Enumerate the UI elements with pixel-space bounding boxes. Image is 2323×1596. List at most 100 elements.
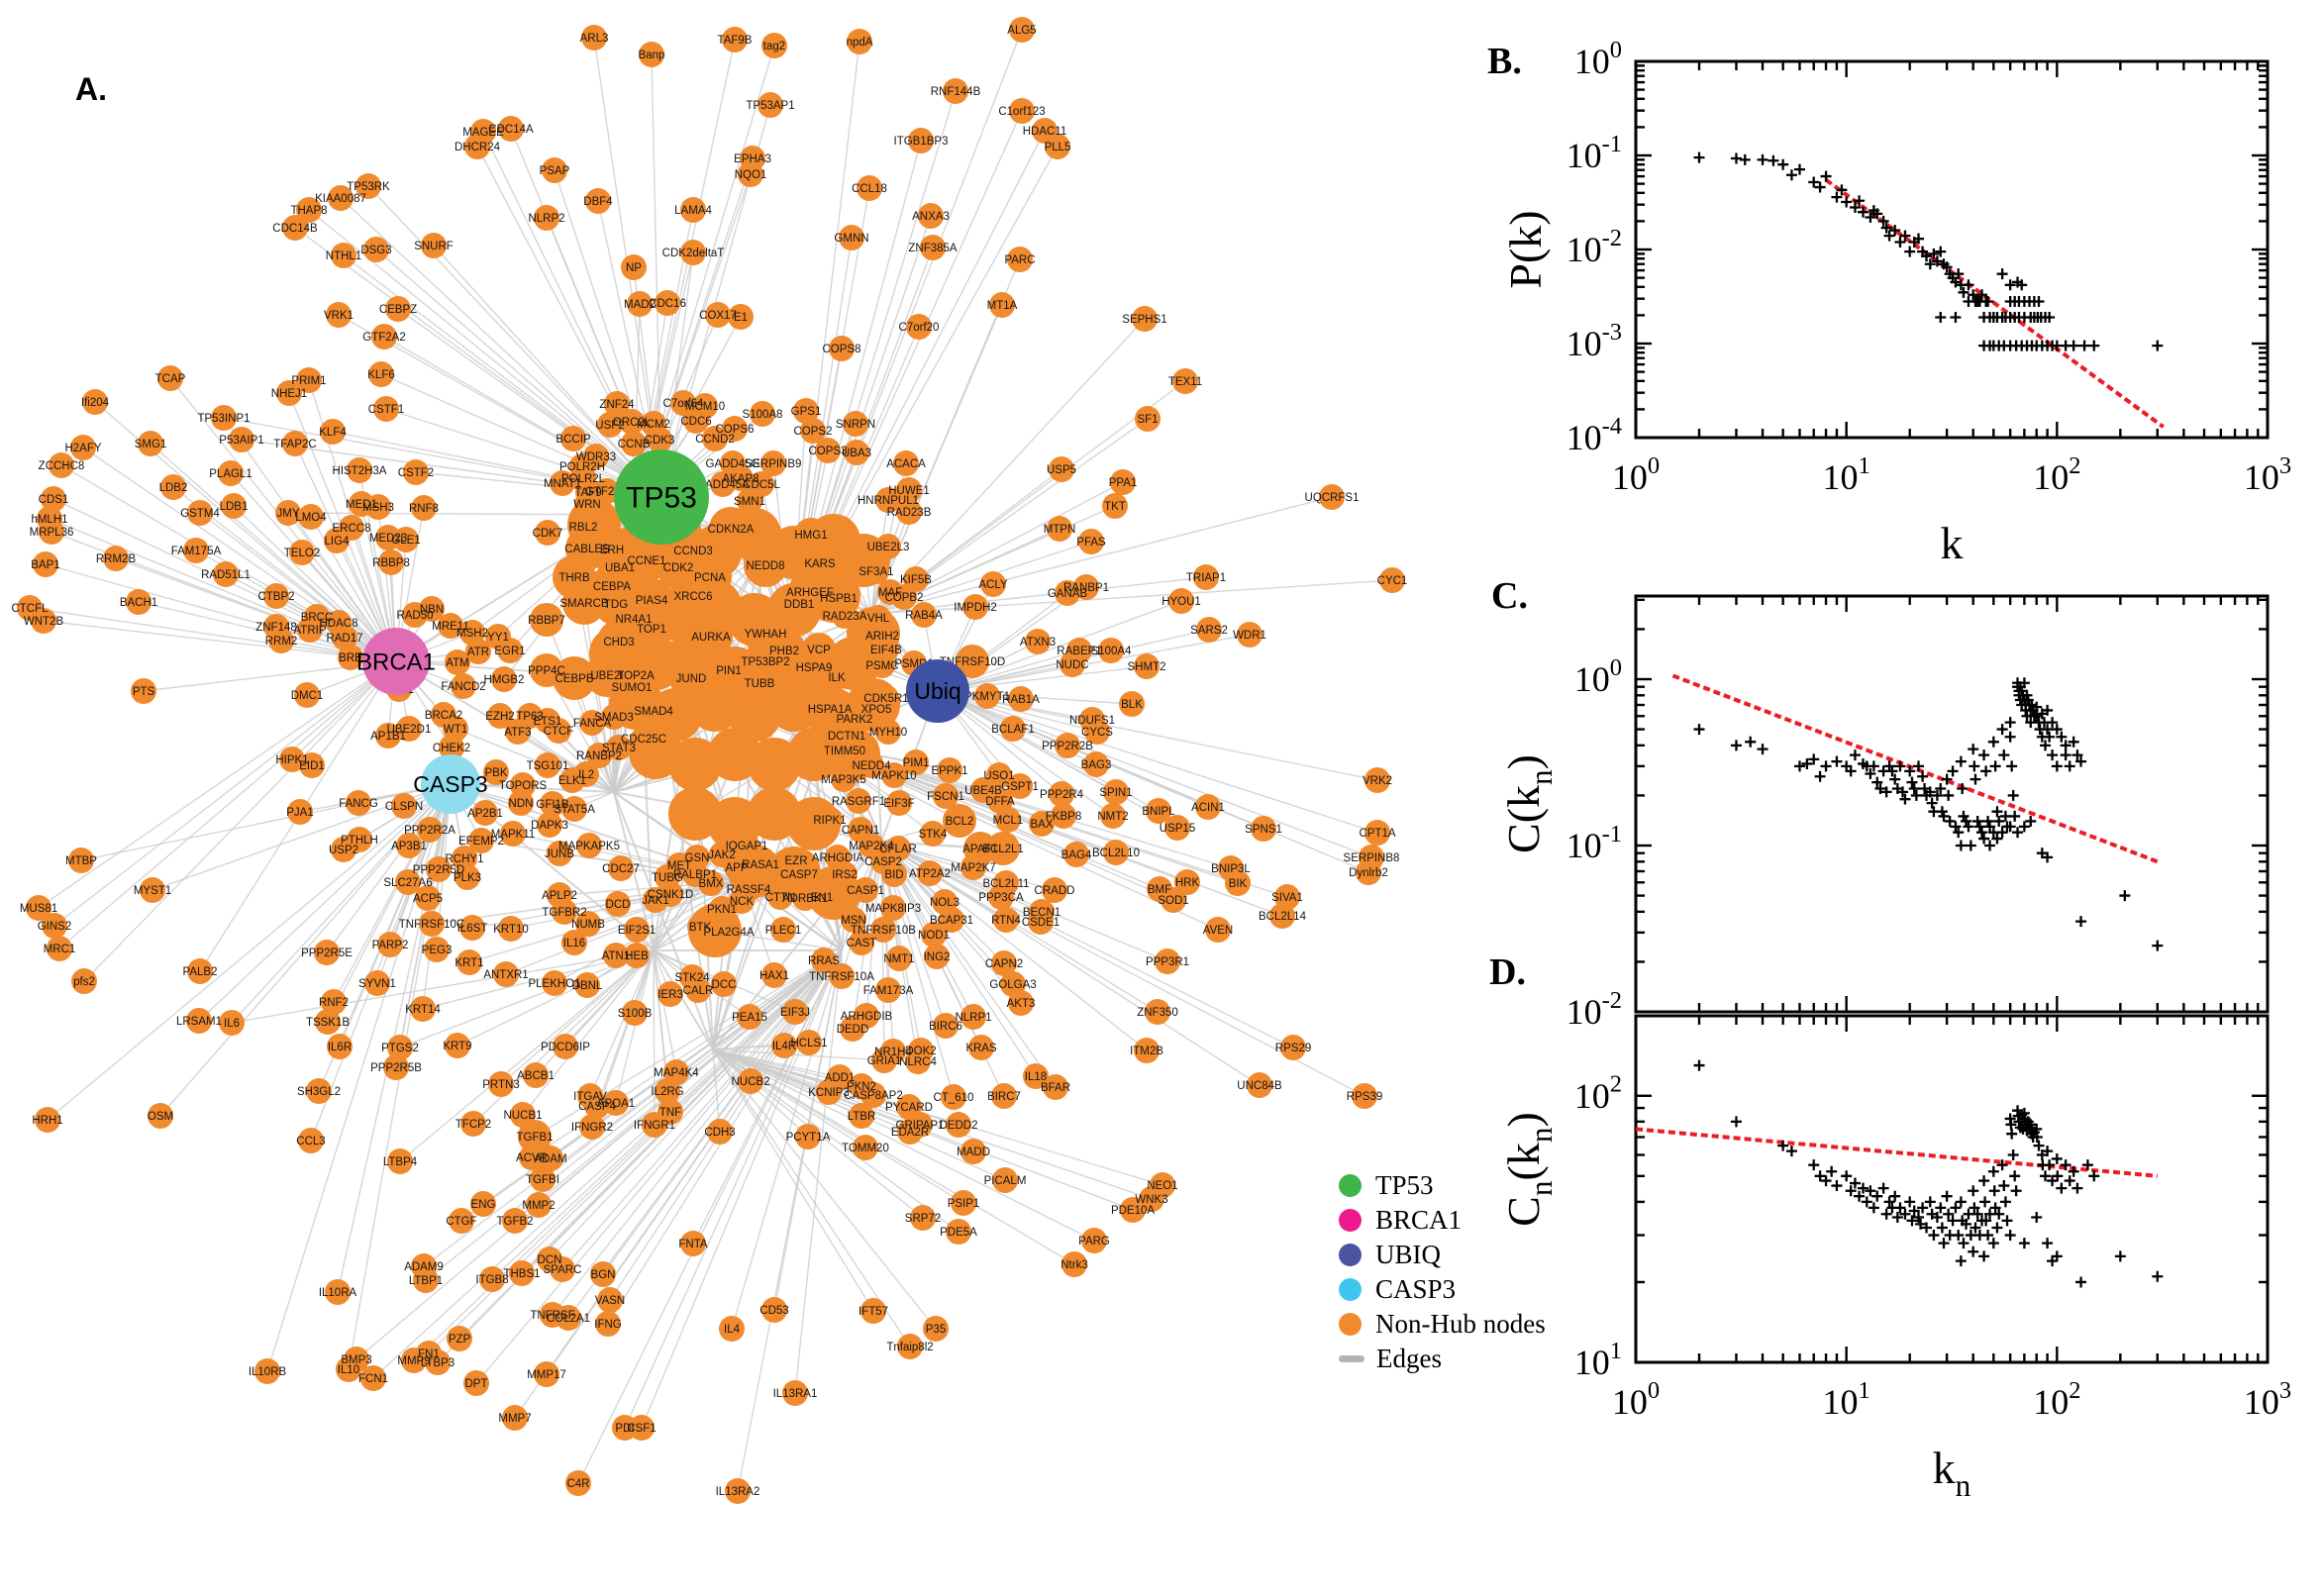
legend-item-tp53: TP53 xyxy=(1339,1168,1546,1203)
network-node xyxy=(500,821,526,847)
network-node-label: TP63 xyxy=(516,711,544,723)
network-node-label: TOPORS xyxy=(499,780,548,792)
network-node-label: Banp xyxy=(639,50,665,61)
network-node xyxy=(595,1311,621,1337)
network-node-label: TDG xyxy=(604,599,628,611)
network-node-label: MAPK10 xyxy=(871,770,916,782)
legend-dot-swatch xyxy=(1339,1313,1362,1336)
network-node-label: GTF2A2 xyxy=(362,332,405,344)
network-node xyxy=(421,233,447,258)
axis-text: 10-2​ xyxy=(1566,987,1622,1032)
network-node xyxy=(943,804,976,838)
network-node-label: IFNG xyxy=(594,1319,622,1331)
network-node xyxy=(419,911,445,937)
network-node-label: PRIM1 xyxy=(291,375,326,387)
network-node xyxy=(974,683,1000,709)
network-node-label: SF3A1 xyxy=(858,566,893,578)
network-node-label: BTK xyxy=(689,922,712,934)
network-node xyxy=(547,841,572,866)
network-node xyxy=(1247,1072,1272,1098)
network-node-label: UBA3 xyxy=(842,448,871,459)
network-node-label: PLA2G4A xyxy=(703,927,754,939)
network-node xyxy=(470,1191,496,1217)
network-node-label: GPS1 xyxy=(791,406,822,418)
network-panel: ARL3 Banp TAF9B tag2 npdA ALG5 TP53AP1 RNF144B C… xyxy=(11,17,1407,1504)
network-node xyxy=(553,656,596,700)
network-node-label: NOL3 xyxy=(930,897,960,909)
network-node-label: CCND3 xyxy=(673,546,713,557)
network-node-label: KIF5B xyxy=(900,574,932,586)
network-node xyxy=(1134,1038,1160,1063)
network-node-label: TP53BP2 xyxy=(741,656,789,668)
network-node xyxy=(331,243,356,268)
network-node-label: POLR2H xyxy=(559,461,605,473)
network-node-label: HRH1 xyxy=(32,1115,62,1127)
network-node-label: MYH10 xyxy=(869,727,907,739)
network-node xyxy=(1055,733,1080,758)
network-node xyxy=(576,833,602,858)
network-node xyxy=(698,870,724,896)
network-node-label: SF1 xyxy=(1137,414,1158,426)
network-node-label: HDAC11 xyxy=(1023,126,1067,138)
network-node xyxy=(254,1358,280,1384)
network-node-label: PTGS2 xyxy=(381,1043,419,1054)
network-node-label: NUCB1 xyxy=(504,1110,543,1122)
network-node-label: STAT3 xyxy=(602,743,636,754)
network-node-label: PLEC1 xyxy=(765,925,801,937)
network-node-label: AP3B1 xyxy=(391,841,427,852)
network-node-label: PICALM xyxy=(984,1175,1027,1187)
legend-label: CASP3 xyxy=(1375,1274,1457,1304)
network-node-label: LTBP3 xyxy=(421,1357,454,1369)
network-node-label: CDC27 xyxy=(602,863,640,875)
network-node-label: MRPL36 xyxy=(30,527,74,539)
network-node-label: TOP2A xyxy=(617,670,655,682)
network-node xyxy=(941,1084,966,1110)
network-node-label: ERCC8 xyxy=(333,523,371,535)
network-node xyxy=(396,833,422,858)
network-node-label: EPHA3 xyxy=(734,153,771,165)
network-node-label: RASA1 xyxy=(742,859,779,871)
network-node-label: TAF9B xyxy=(718,35,753,47)
network-node-label: VHL xyxy=(867,613,890,625)
network-node-label: LAMA4 xyxy=(674,205,712,217)
network-node-label: CDC14A xyxy=(488,124,534,136)
network-node-label: UBE2D1 xyxy=(387,724,432,736)
network-node xyxy=(1174,869,1200,895)
network-node-label: EPPK1 xyxy=(931,765,967,777)
legend-label: TP53 xyxy=(1375,1170,1434,1200)
network-node-label: HUWE1 xyxy=(888,485,930,497)
network-node xyxy=(787,728,841,781)
network-node-label: IRS2 xyxy=(832,869,858,881)
network-node-label: FANCG xyxy=(339,798,378,810)
network-node xyxy=(670,390,696,416)
network-node-label: BAG3 xyxy=(1081,759,1112,771)
network-node xyxy=(540,791,565,817)
network-node-label: CCL18 xyxy=(852,183,887,195)
network-node-label: TP53RK xyxy=(347,181,390,193)
network-node xyxy=(1061,1251,1087,1277)
network-node-label: HIST2H3A xyxy=(333,465,387,477)
network-node xyxy=(488,1071,514,1097)
network-node-label: GMNN xyxy=(834,233,868,245)
network-node xyxy=(336,1356,361,1382)
network-node xyxy=(815,438,841,463)
network-node-label: PARP2 xyxy=(372,940,409,951)
legend: TP53 BRCA1 UBIQ CASP3 Non-Hub nodes Edges xyxy=(1339,1168,1546,1376)
network-node-label: YY1 xyxy=(487,632,509,644)
network-node xyxy=(629,637,682,690)
network-node xyxy=(1319,484,1345,510)
network-node-label: PARK2 xyxy=(837,714,873,726)
network-node xyxy=(456,949,482,975)
network-node xyxy=(767,847,821,900)
network-node-label: CDK2deltaT xyxy=(662,248,725,259)
network-node-label: JUND xyxy=(676,673,707,685)
network-node-label: IER3 xyxy=(657,989,683,1001)
network-node-label: RPS39 xyxy=(1347,1091,1382,1103)
network-node-label: NBN xyxy=(420,604,444,616)
network-node xyxy=(849,930,874,955)
network-node xyxy=(956,645,989,678)
network-node xyxy=(491,666,517,692)
network-node xyxy=(795,1124,821,1149)
network-node xyxy=(526,1192,552,1218)
network-node xyxy=(1009,98,1035,124)
